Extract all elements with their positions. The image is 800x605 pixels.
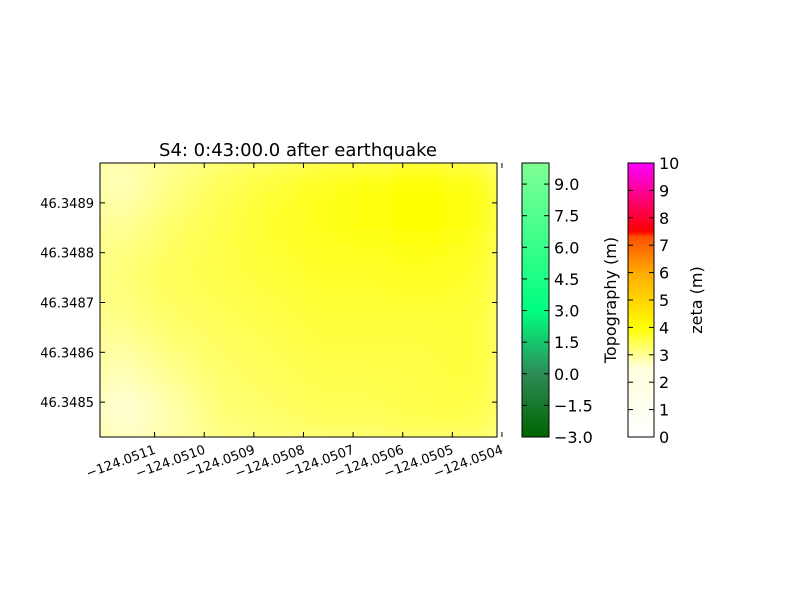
heatmap-cell: [344, 163, 402, 213]
heatmap-cell: [244, 204, 303, 259]
heatmap-cell: [344, 250, 402, 304]
heatmap-cell: [393, 163, 452, 213]
colorbar-tick-label: 2: [659, 373, 669, 392]
heatmap-cell: [443, 163, 497, 213]
heatmap-cell: [195, 163, 253, 213]
heatmap-cell: [100, 387, 154, 437]
heatmap-cell: [393, 204, 452, 259]
heatmap-cell: [244, 250, 303, 304]
zeta-colorbar-ticks: 0 1 2 3 4 5 6 7 8 9 10: [628, 154, 679, 447]
y-tick-label: 46.3485: [40, 396, 94, 411]
heatmap-cell: [244, 163, 303, 213]
heatmap-cell: [100, 341, 154, 396]
heatmap-cell: [294, 250, 353, 304]
heatmap-cell: [244, 341, 303, 396]
heatmap-cell: [100, 250, 154, 304]
heatmap-cell: [195, 341, 253, 396]
heatmap-cell: [145, 163, 204, 213]
colorbar-tick-label: −1.5: [554, 396, 593, 415]
colorbar-tick-label: 10: [659, 154, 679, 173]
colorbar-tick-label: 3.0: [554, 302, 579, 321]
y-tick-label: 46.3489: [40, 197, 94, 212]
heatmap-cell: [294, 387, 353, 437]
colorbar-tick-label: 0: [659, 428, 669, 447]
colorbar-tick-label: 9.0: [554, 175, 579, 194]
heatmap-cell: [443, 204, 497, 259]
colorbar-tick-label: 5: [659, 291, 669, 310]
heatmap-cell: [195, 387, 253, 437]
y-tick-label: 46.3486: [40, 346, 94, 361]
heatmap-cell: [344, 341, 402, 396]
heatmap-cell: [244, 296, 303, 350]
heatmap-cell: [443, 250, 497, 304]
colorbar-tick-label: 9: [659, 181, 669, 200]
heatmap-cell: [344, 204, 402, 259]
colorbar-tick-label: 3: [659, 346, 669, 365]
heatmap-cell: [145, 296, 204, 350]
heatmap-cell: [100, 204, 154, 259]
heatmap-cell: [294, 163, 353, 213]
heatmap-cell: [294, 204, 353, 259]
colorbar-tick-label: 0.0: [554, 365, 579, 384]
colorbar-tick-label: 8: [659, 209, 669, 228]
heatmap-cell: [393, 387, 452, 437]
heatmap-cell: [294, 296, 353, 350]
heatmap-cell: [443, 341, 497, 396]
heatmap-cell: [145, 250, 204, 304]
topography-colorbar: [521, 162, 550, 438]
heatmap-cell: [195, 204, 253, 259]
heatmap-cell: [443, 296, 497, 350]
y-tick-label: 46.3488: [40, 247, 94, 262]
chart-title: S4: 0:43:00.0 after earthquake: [159, 140, 437, 161]
y-tick-label: 46.3487: [40, 296, 94, 311]
heatmap-cell: [145, 387, 204, 437]
colorbar-tick-label: 1.5: [554, 333, 579, 352]
heatmap-cell: [145, 204, 204, 259]
colorbar-tick-label: 6.0: [554, 238, 579, 257]
colorbar-tick-label: 6: [659, 264, 669, 283]
zeta-colorbar-label: zeta (m): [687, 266, 706, 333]
colorbar-tick-label: 7.5: [554, 207, 579, 226]
heatmap-cell: [145, 341, 204, 396]
heatmap-cell: [100, 163, 154, 213]
heatmap-cell: [443, 387, 497, 437]
colorbar-tick-label: 4: [659, 318, 669, 337]
plot-frame: [99, 162, 498, 438]
heatmap-cell: [294, 341, 353, 396]
heatmap-cell: [344, 387, 402, 437]
topography-colorbar-label: Topography (m): [601, 237, 620, 364]
heatmap-cell: [244, 387, 303, 437]
colorbar-tick-label: −3.0: [554, 428, 593, 447]
heatmap-cell: [195, 250, 253, 304]
heatmap-cell: [393, 341, 452, 396]
colorbar-tick-label: 1: [659, 401, 669, 420]
heatmap-cell: [344, 296, 402, 350]
topography-colorbar-ticks: −3.0 −1.5 0.0 1.5 3.0 4.5 6.0 7.5 9.0: [522, 175, 593, 447]
heatmap-cell: [393, 250, 452, 304]
heatmap-cell: [195, 296, 253, 350]
colorbar-tick-label: 7: [659, 236, 669, 255]
heatmap-cell: [100, 296, 154, 350]
heatmap-cell: [393, 296, 452, 350]
colorbar-tick-label: 4.5: [554, 270, 579, 289]
heatmap: [100, 163, 497, 437]
y-axis: 46.3485 46.3486 46.3487 46.3488 46.3489: [40, 197, 497, 411]
